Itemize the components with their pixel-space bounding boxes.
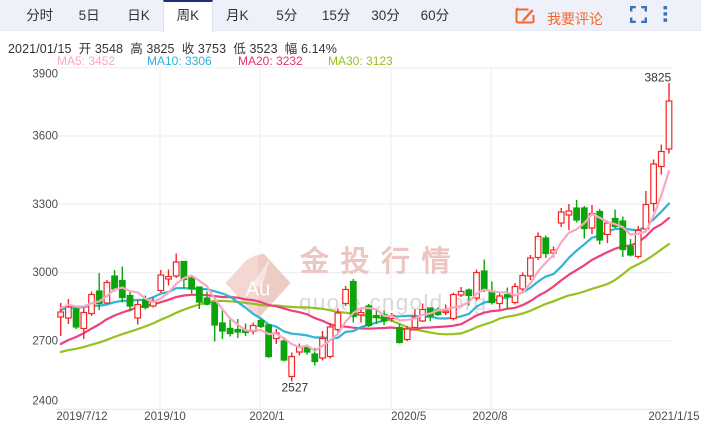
svg-text:3000: 3000 xyxy=(32,267,58,279)
svg-text:2019/7/12: 2019/7/12 xyxy=(56,411,107,423)
svg-text:Au: Au xyxy=(246,279,270,301)
svg-text:3600: 3600 xyxy=(32,131,58,143)
svg-text:2021/1/15: 2021/1/15 xyxy=(648,411,699,423)
svg-text:2527: 2527 xyxy=(282,381,309,395)
svg-text:2700: 2700 xyxy=(32,335,58,347)
svg-text:3300: 3300 xyxy=(32,199,58,211)
svg-text:3825: 3825 xyxy=(645,71,672,85)
svg-text:金投行情: 金投行情 xyxy=(299,244,462,278)
svg-text:2019/10: 2019/10 xyxy=(144,411,186,423)
svg-text:2020/1: 2020/1 xyxy=(249,411,284,423)
svg-text:2400: 2400 xyxy=(32,396,58,408)
svg-text:2020/8: 2020/8 xyxy=(472,411,507,423)
svg-text:2020/5: 2020/5 xyxy=(391,411,426,423)
svg-text:3900: 3900 xyxy=(32,69,58,81)
